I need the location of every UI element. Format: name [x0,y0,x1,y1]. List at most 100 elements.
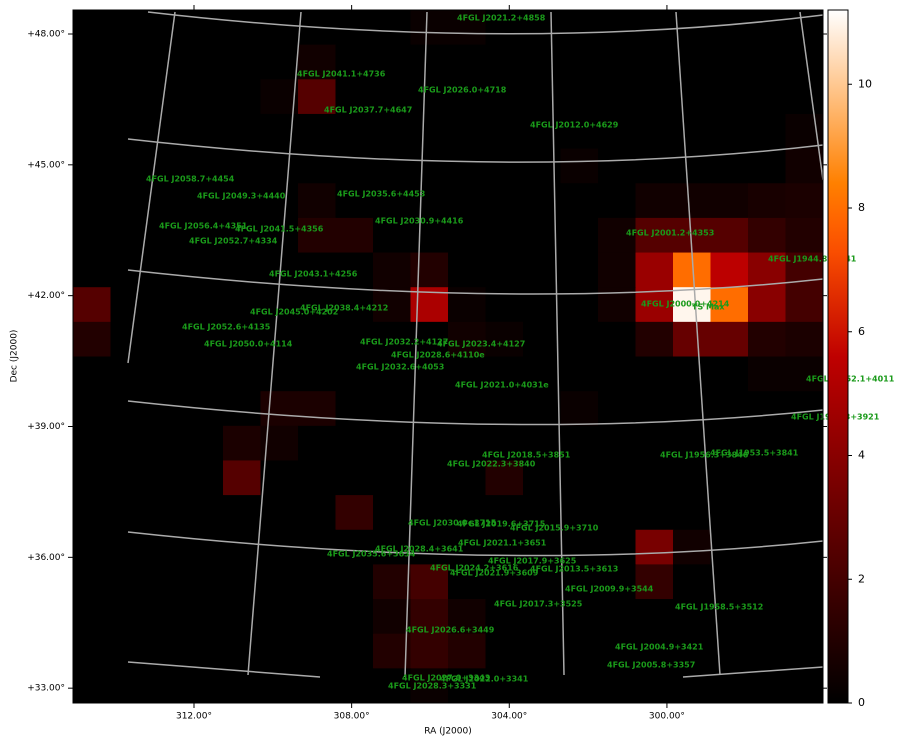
heatmap-cell [523,460,561,496]
heatmap-cell [485,79,524,115]
heatmap-cell [560,564,599,600]
source-label: 4FGL J2021.0+4031e [455,381,549,390]
heatmap-cell [748,148,786,184]
colorbar-tick-label: 4 [858,449,865,462]
heatmap-cell [748,633,786,669]
heatmap-cell [485,148,524,184]
source-label: 4FGL J2032.6+4053 [356,363,444,372]
heatmap-cell [635,633,674,669]
heatmap-cell [785,79,824,115]
heatmap-cell [560,425,599,461]
heatmap-cell [748,183,786,219]
source-label: 4FGL J2050.0+4114 [204,340,293,349]
heatmap-cell [560,460,599,496]
heatmap-cell [260,44,299,80]
heatmap-cell [73,391,111,427]
heatmap-cell [223,217,261,254]
heatmap-cell [110,668,149,704]
colorbar-tick-label: 0 [858,696,865,709]
heatmap-cell [410,10,449,46]
heatmap-cell [748,79,786,115]
source-label: 4FGL J2041.5+4356 [235,225,324,234]
heatmap-cell [485,564,524,600]
heatmap-cell [785,287,824,323]
heatmap-cell [485,44,524,80]
heatmap-cell [635,529,674,565]
heatmap-cell [748,460,786,496]
heatmap-cell [410,495,449,531]
heatmap-cell [635,252,674,288]
heatmap-cell [635,44,674,80]
heatmap-cell [748,217,786,254]
heatmap-cell [523,10,561,46]
heatmap-cell [298,217,336,254]
heatmap-cell [410,113,449,150]
heatmap-cell [485,425,524,461]
source-label: 4FGL J2028.4+3641 [375,545,464,554]
heatmap-cell [748,113,786,150]
heatmap-cell [335,564,374,600]
source-label: 4FGL J2058.7+4454 [146,175,235,184]
heatmap-cell [710,10,749,46]
heatmap-cell [673,460,711,496]
heatmap-cell [748,356,786,392]
heatmap-cell [185,287,224,323]
heatmap-cell [110,148,149,184]
heatmap-cell [185,10,224,46]
heatmap-cell [335,321,374,357]
heatmap-cell [223,287,261,323]
heatmap-cell [223,183,261,219]
heatmap-cell [410,79,449,115]
source-label: 4FGL J2015.9+3710 [510,524,599,533]
heatmap-cell [485,495,524,531]
heatmap-cell [785,460,824,496]
heatmap-cell [298,79,336,115]
heatmap-cell [185,564,224,600]
heatmap-cell [523,564,561,600]
heatmap-cell [260,183,299,219]
heatmap-cell [73,356,111,392]
heatmap-cell [748,599,786,635]
heatmap-cell [373,148,411,184]
heatmap-cell [448,321,486,357]
heatmap-cell [223,529,261,565]
heatmap-cell [560,599,599,635]
heatmap-cell [560,529,599,565]
heatmap-cell [260,217,299,254]
heatmap-cell [373,10,411,46]
heatmap-cell [560,391,599,427]
heatmap-cell [785,633,824,669]
heatmap-cell [523,113,561,150]
heatmap-cell [560,668,599,704]
heatmap-cell [223,391,261,427]
source-label: 4FGL J2004.9+3421 [615,643,704,652]
heatmap-cell [73,425,111,461]
heatmap-cell [448,10,486,46]
heatmap-cell [73,495,111,531]
heatmap-cell [448,183,486,219]
heatmap-cell [785,113,824,150]
heatmap-cell [448,113,486,150]
heatmap-cell [110,79,149,115]
heatmap-cell [73,113,111,150]
source-label: 4FGL J2045.0+4202 [250,308,338,317]
source-label: 4FGL J2032.2+4127 [360,338,448,347]
source-label: 4FGL J2023.4+4127 [437,340,525,349]
heatmap-cell [410,356,449,392]
heatmap-cell [673,529,711,565]
source-label: 4FGL J2012.0+4629 [530,121,619,130]
heatmap-cell [485,356,524,392]
source-label: 4FGL J2022.3+3840 [447,460,536,469]
heatmap-cell [710,113,749,150]
heatmap-cell [635,217,674,254]
heatmap-cell [523,599,561,635]
heatmap-cell [598,529,636,565]
heatmap-cell [485,391,524,427]
x-tick-label: 312.00° [176,712,212,722]
heatmap-cell [448,599,486,635]
y-tick-label: +33.00° [27,684,65,694]
heatmap-cell [110,529,149,565]
source-labels: 4FGL J2021.2+4858 4FGL J2041.1+4736 4FGL J… [146,14,895,691]
y-tick-label: +42.00° [27,291,65,301]
heatmap-cell [785,217,824,254]
